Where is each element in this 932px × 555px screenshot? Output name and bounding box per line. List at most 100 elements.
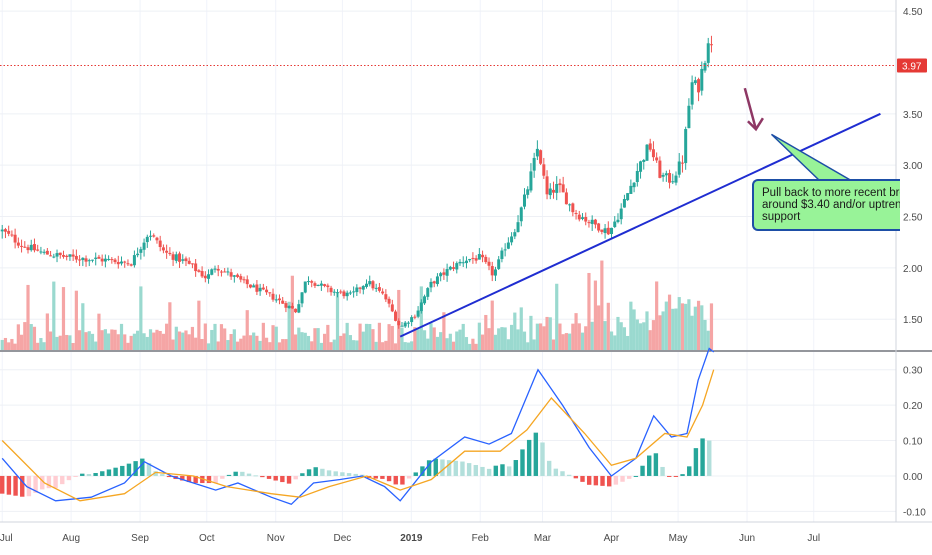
macd-bar: [486, 468, 492, 476]
candle-body: [200, 271, 204, 277]
candle-body: [377, 287, 381, 291]
candle-body: [648, 143, 652, 150]
candle-body: [352, 291, 356, 293]
annotation-callout[interactable]: Pull back to more recent breakout around…: [752, 179, 900, 231]
volume-bar: [619, 322, 623, 350]
candle-body: [81, 257, 85, 261]
volume-bar: [406, 342, 411, 350]
volume-bar: [306, 335, 311, 350]
volume-bar: [339, 335, 343, 350]
volume-bar: [358, 323, 362, 350]
candle-body: [103, 258, 107, 262]
volume-bar: [580, 332, 585, 350]
volume-bar: [290, 275, 294, 350]
candle-body: [55, 253, 59, 257]
volume-bar: [377, 322, 382, 350]
macd-bar: [53, 475, 58, 489]
volume-bar: [609, 331, 614, 350]
candle-body: [439, 273, 443, 277]
macd-bar: [206, 475, 212, 484]
macd-bar: [266, 475, 272, 479]
volume-bar: [261, 322, 265, 350]
volume-bar: [432, 327, 436, 350]
candle-body: [339, 291, 343, 293]
candle-body: [268, 292, 272, 294]
volume-bar: [129, 335, 133, 350]
volume-bar: [468, 343, 472, 350]
candle-body: [545, 176, 549, 195]
volume-bar: [329, 342, 333, 350]
candle-body: [116, 261, 120, 265]
candle-body: [329, 287, 333, 293]
candle-body: [658, 160, 662, 178]
macd-bar: [600, 475, 605, 486]
candle-body: [194, 263, 198, 272]
volume-bar: [190, 326, 195, 350]
macd-bar: [326, 470, 332, 476]
volume-bar: [574, 313, 578, 350]
volume-bar: [651, 320, 656, 350]
macd-bar: [320, 468, 325, 476]
volume-bars: [0, 260, 714, 350]
candle-body: [613, 221, 617, 228]
macd-tick-label: 0.00: [903, 472, 923, 483]
macd-bar: [380, 475, 385, 479]
candle-body: [358, 287, 362, 289]
volume-bar: [268, 342, 272, 350]
volume-bar: [487, 328, 491, 350]
volume-bar: [36, 342, 40, 350]
candle-body: [97, 256, 101, 259]
volume-bar: [284, 339, 288, 350]
volume-bar: [84, 332, 88, 350]
candle-body: [639, 161, 643, 172]
candle-body: [161, 247, 165, 251]
macd-bar: [153, 471, 158, 476]
candle-body: [223, 271, 227, 273]
macd-bar: [13, 475, 18, 496]
volume-bar: [403, 342, 407, 350]
candle-body: [468, 258, 472, 261]
volume-bar: [100, 330, 104, 350]
volume-bar: [677, 297, 681, 350]
volume-bar: [103, 329, 107, 350]
macd-bar: [653, 453, 659, 476]
volume-bar: [107, 333, 111, 350]
candle-body: [397, 320, 401, 326]
volume-bar: [248, 335, 253, 350]
candle-body: [687, 105, 691, 129]
macd-bar: [413, 472, 418, 476]
volume-bar: [187, 334, 191, 350]
candle-body: [348, 292, 352, 294]
volume-bar: [48, 331, 53, 350]
time-axis-label: Apr: [604, 533, 620, 544]
volume-bar: [700, 305, 704, 350]
candle-body: [577, 214, 581, 220]
volume-bar: [622, 327, 627, 350]
volume-bar: [593, 280, 598, 350]
time-axis-label: Jul: [0, 533, 13, 544]
candle-body: [248, 284, 252, 288]
candle-body: [593, 219, 597, 225]
candle-body: [203, 275, 207, 279]
volume-bar: [613, 335, 617, 350]
candle-body: [213, 268, 217, 270]
macd-bar: [273, 475, 278, 481]
macd-bar: [573, 475, 579, 479]
candle-body: [152, 235, 156, 237]
macd-bar: [613, 475, 619, 485]
macd-bar: [286, 475, 292, 484]
volume-bar: [42, 342, 46, 350]
candle-body: [23, 246, 27, 248]
macd-bar: [293, 475, 298, 480]
volume-bar: [323, 333, 327, 350]
macd-bar: [73, 475, 78, 477]
macd-bar: [166, 475, 172, 478]
candle-body: [693, 80, 697, 84]
down-arrow: [743, 87, 758, 130]
candle-body: [187, 260, 191, 264]
volume-bar: [516, 329, 520, 350]
volume-bar: [345, 322, 349, 350]
volume-bar: [503, 327, 507, 350]
